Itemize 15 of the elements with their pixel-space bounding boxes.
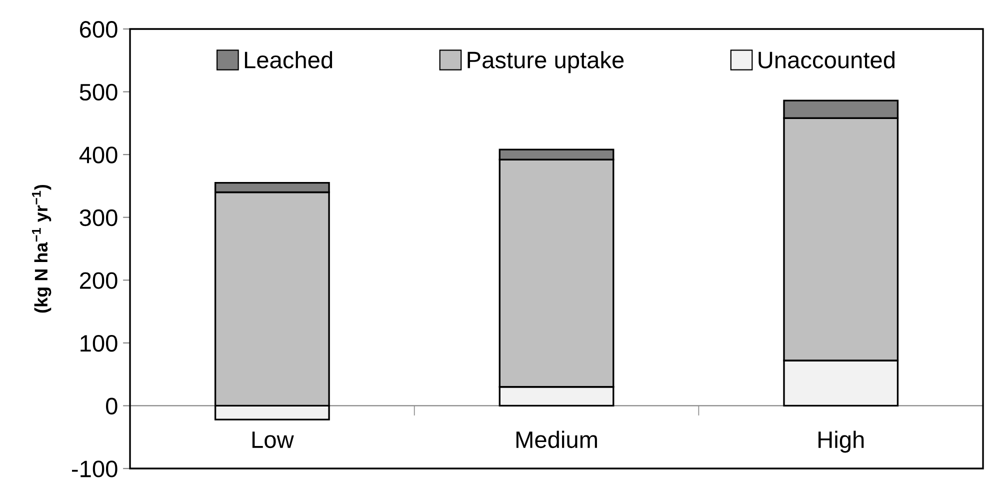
x-tick-label: High [818, 430, 864, 453]
y-tick-label: 100 [80, 335, 118, 352]
y-tick-label: 600 [80, 21, 118, 38]
y-tick-label: -100 [72, 460, 118, 478]
y-tick-label: 400 [79, 146, 118, 164]
x-tick-label: Medium [516, 430, 597, 448]
y-tick-label: 200 [80, 272, 118, 289]
y-axis-title: (kg N ha$^{−1}$ yr$^{−1}$) [32, 184, 52, 313]
y-tick-label: 300 [80, 209, 118, 226]
legend-label: Pasture uptake [468, 51, 624, 74]
legend-label: Unaccounted [758, 51, 894, 68]
y-tick-label: 0 [106, 398, 118, 415]
legend-label: Leached [244, 51, 332, 68]
y-tick-label: 500 [80, 84, 118, 101]
x-tick-label: Low [252, 432, 294, 448]
